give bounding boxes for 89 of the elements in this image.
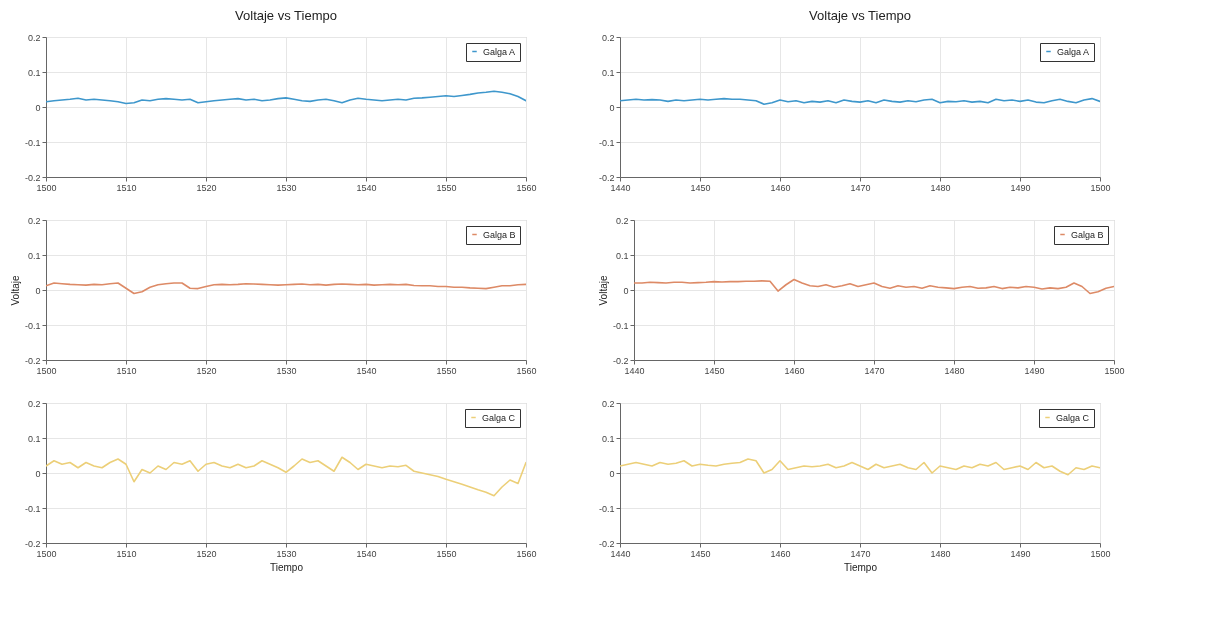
line-series bbox=[46, 456, 526, 497]
x-tick-label: 1560 bbox=[516, 365, 537, 376]
x-tick-label: 1480 bbox=[930, 548, 951, 559]
line-series bbox=[46, 90, 526, 105]
x-tick-label: 1470 bbox=[864, 365, 885, 376]
y-tick-label: 0.2 bbox=[601, 32, 615, 43]
x-tick-label: 1450 bbox=[690, 182, 711, 193]
line-series bbox=[620, 458, 1100, 476]
x-tick-label: 1490 bbox=[1010, 182, 1031, 193]
y-tick-label: -0.1 bbox=[598, 137, 615, 148]
x-tick-label: 1540 bbox=[356, 182, 377, 193]
y-tick-label: 0 bbox=[35, 102, 41, 113]
legend-label: Galga C bbox=[1056, 412, 1090, 423]
x-tick-label: 1500 bbox=[1090, 548, 1111, 559]
y-axis-title: Voltaje bbox=[9, 275, 21, 306]
x-axis-title: Tiempo bbox=[270, 561, 304, 573]
y-tick-label: 0.1 bbox=[27, 67, 41, 78]
y-tick-label: 0.2 bbox=[27, 398, 41, 409]
legend-label: Galga B bbox=[1071, 229, 1104, 240]
y-tick-label: 0.2 bbox=[27, 32, 41, 43]
x-tick-label: 1490 bbox=[1010, 548, 1031, 559]
y-tick-label: 0 bbox=[35, 468, 41, 479]
x-tick-label: 1520 bbox=[196, 182, 217, 193]
legend-label: Galga B bbox=[483, 229, 516, 240]
y-tick-label: 0.2 bbox=[27, 215, 41, 226]
x-tick-label: 1460 bbox=[770, 182, 791, 193]
y-tick-label: 0.1 bbox=[27, 250, 41, 261]
x-tick-label: 1460 bbox=[770, 548, 791, 559]
x-tick-label: 1450 bbox=[690, 548, 711, 559]
x-tick-label: 1460 bbox=[784, 365, 805, 376]
x-tick-label: 1500 bbox=[36, 365, 57, 376]
x-tick-label: 1470 bbox=[850, 548, 871, 559]
legend-label: Galga A bbox=[483, 46, 516, 57]
y-tick-label: -0.2 bbox=[24, 538, 41, 549]
y-tick-label: 0 bbox=[609, 468, 615, 479]
x-tick-label: 1510 bbox=[116, 182, 137, 193]
x-tick-label: 1530 bbox=[276, 365, 297, 376]
line-series bbox=[46, 282, 526, 295]
x-tick-label: 1500 bbox=[36, 182, 57, 193]
y-tick-label: -0.2 bbox=[598, 538, 615, 549]
line-series bbox=[634, 278, 1114, 295]
x-axis-title: Tiempo bbox=[844, 561, 878, 573]
x-tick-label: 1500 bbox=[36, 548, 57, 559]
chart-title: Voltaje vs Tiempo bbox=[235, 8, 337, 23]
x-tick-label: 1520 bbox=[196, 548, 217, 559]
x-tick-label: 1540 bbox=[356, 548, 377, 559]
x-tick-label: 1510 bbox=[116, 365, 137, 376]
x-tick-label: 1550 bbox=[436, 365, 457, 376]
x-tick-label: 1510 bbox=[116, 548, 137, 559]
x-tick-label: 1480 bbox=[930, 182, 951, 193]
x-tick-label: 1560 bbox=[516, 182, 537, 193]
x-tick-label: 1520 bbox=[196, 365, 217, 376]
y-tick-label: 0.2 bbox=[601, 398, 615, 409]
y-tick-label: -0.2 bbox=[598, 172, 615, 183]
y-tick-label: 0.1 bbox=[27, 433, 41, 444]
y-tick-label: 0.1 bbox=[615, 250, 629, 261]
y-tick-label: -0.1 bbox=[598, 503, 615, 514]
legend-label: Galga A bbox=[1057, 46, 1090, 57]
y-tick-label: -0.1 bbox=[24, 320, 41, 331]
x-tick-label: 1450 bbox=[704, 365, 725, 376]
y-tick-label: -0.2 bbox=[24, 355, 41, 366]
y-tick-label: 0.1 bbox=[601, 433, 615, 444]
y-tick-label: -0.1 bbox=[24, 137, 41, 148]
x-tick-label: 1440 bbox=[610, 182, 631, 193]
y-tick-label: -0.2 bbox=[612, 355, 629, 366]
y-tick-label: 0 bbox=[35, 285, 41, 296]
x-tick-label: 1470 bbox=[850, 182, 871, 193]
x-tick-label: 1530 bbox=[276, 548, 297, 559]
x-tick-label: 1440 bbox=[610, 548, 631, 559]
y-tick-label: -0.1 bbox=[612, 320, 629, 331]
x-tick-label: 1560 bbox=[516, 548, 537, 559]
x-tick-label: 1480 bbox=[944, 365, 965, 376]
x-tick-label: 1500 bbox=[1090, 182, 1111, 193]
x-tick-label: 1440 bbox=[624, 365, 645, 376]
x-tick-label: 1490 bbox=[1024, 365, 1045, 376]
x-tick-label: 1530 bbox=[276, 182, 297, 193]
y-tick-label: 0.1 bbox=[601, 67, 615, 78]
x-tick-label: 1550 bbox=[436, 182, 457, 193]
chart-title: Voltaje vs Tiempo bbox=[809, 8, 911, 23]
y-tick-label: -0.2 bbox=[24, 172, 41, 183]
x-tick-label: 1500 bbox=[1104, 365, 1125, 376]
y-tick-label: 0.2 bbox=[615, 215, 629, 226]
y-tick-label: 0 bbox=[623, 285, 629, 296]
y-tick-label: -0.1 bbox=[24, 503, 41, 514]
x-tick-label: 1550 bbox=[436, 548, 457, 559]
legend-label: Galga C bbox=[482, 412, 516, 423]
y-tick-label: 0 bbox=[609, 102, 615, 113]
y-axis-title: Voltaje bbox=[597, 275, 609, 306]
x-tick-label: 1540 bbox=[356, 365, 377, 376]
